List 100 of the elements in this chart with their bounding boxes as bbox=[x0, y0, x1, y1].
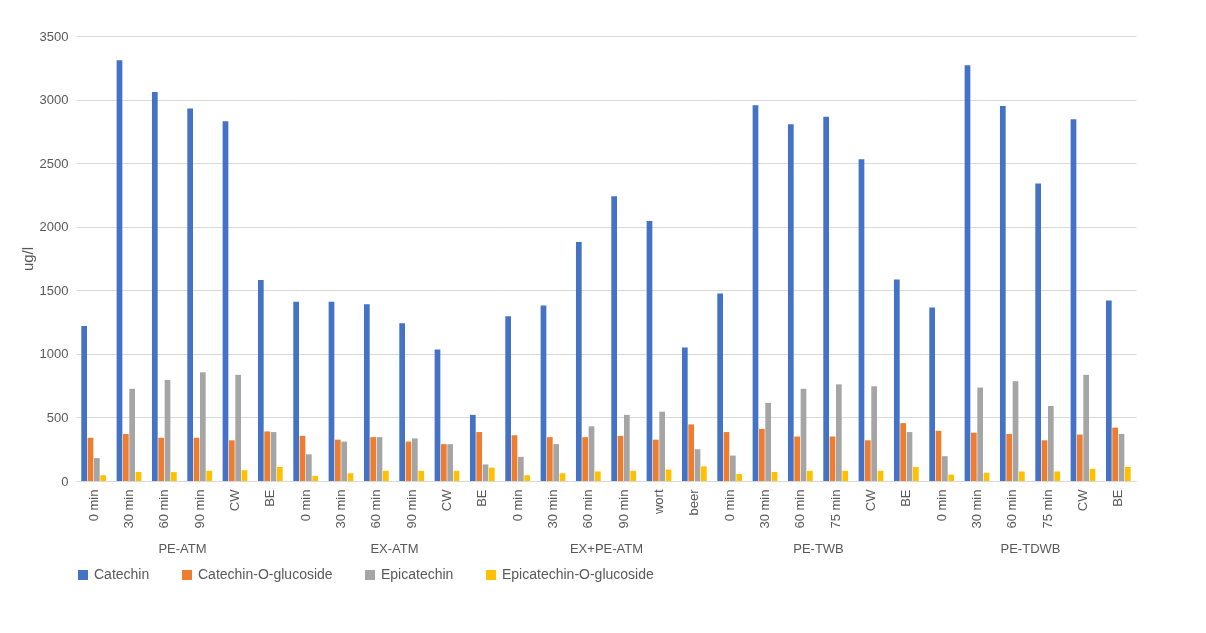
legend-label: Epicatechin-O-glucoside bbox=[502, 566, 654, 582]
bar bbox=[293, 301, 300, 481]
x-axis-title: PE-TDWB bbox=[1000, 540, 1061, 556]
bar bbox=[505, 316, 512, 481]
bar bbox=[652, 439, 659, 481]
x-tick-label: BE bbox=[262, 489, 278, 507]
bar bbox=[206, 470, 213, 481]
bar bbox=[1105, 300, 1112, 481]
x-tick-label: 30 min bbox=[121, 489, 136, 529]
bar bbox=[469, 414, 476, 481]
bar bbox=[264, 431, 271, 481]
y-tick-label: 0 bbox=[61, 473, 69, 489]
bar bbox=[1083, 374, 1090, 481]
bar bbox=[630, 470, 637, 481]
bar bbox=[447, 444, 454, 481]
bar bbox=[199, 372, 206, 481]
bar bbox=[717, 293, 724, 481]
bar bbox=[170, 472, 177, 481]
bar bbox=[929, 307, 936, 481]
bar bbox=[129, 388, 136, 481]
bar bbox=[575, 241, 582, 481]
x-tick-label: 60 min bbox=[1004, 489, 1020, 529]
bar bbox=[893, 279, 900, 481]
bar bbox=[305, 454, 312, 481]
x-tick-label: 90 min bbox=[191, 489, 207, 529]
bar bbox=[948, 474, 955, 481]
bar bbox=[517, 456, 524, 481]
x-tick-label: 0 min bbox=[85, 489, 101, 522]
bar bbox=[729, 455, 736, 481]
bar bbox=[941, 456, 948, 481]
bar bbox=[347, 473, 354, 481]
x-tick-label: 30 min bbox=[969, 489, 984, 529]
bar bbox=[594, 471, 601, 481]
bar bbox=[806, 470, 813, 481]
bar bbox=[235, 374, 242, 481]
bar bbox=[611, 196, 618, 481]
x-tick-label: BE bbox=[474, 489, 490, 507]
x-tick-label: 60 min bbox=[368, 489, 384, 529]
y-tick-label: 1000 bbox=[39, 346, 69, 362]
bar bbox=[158, 437, 165, 481]
bar bbox=[871, 386, 878, 481]
bar bbox=[970, 432, 977, 481]
bar bbox=[312, 475, 319, 481]
x-tick-label: 75 min bbox=[827, 489, 843, 529]
bar bbox=[842, 470, 849, 481]
bar bbox=[582, 437, 589, 481]
x-tick-label: BE bbox=[1110, 489, 1126, 507]
bar bbox=[488, 467, 495, 481]
bar bbox=[1006, 433, 1013, 481]
bar bbox=[476, 432, 483, 481]
x-tick-label: beer bbox=[686, 488, 702, 516]
x-tick-label: 0 min bbox=[297, 489, 313, 522]
legend-label: Catechin-O-glucoside bbox=[198, 566, 333, 582]
bar bbox=[623, 414, 630, 481]
bar bbox=[912, 467, 919, 481]
legend-label: Catechin bbox=[94, 566, 150, 582]
bar bbox=[122, 433, 129, 481]
x-axis-title: EX+PE-ATM bbox=[569, 540, 644, 556]
bar bbox=[553, 444, 560, 481]
bar bbox=[187, 108, 194, 481]
bar bbox=[411, 438, 418, 481]
bar bbox=[1124, 467, 1131, 481]
bar bbox=[81, 325, 88, 481]
x-tick-label: CW bbox=[863, 488, 878, 512]
x-tick-label: CW bbox=[439, 488, 454, 512]
bar bbox=[765, 402, 772, 481]
bar bbox=[257, 280, 264, 481]
bar bbox=[399, 323, 406, 481]
bar bbox=[835, 384, 842, 481]
bar bbox=[363, 304, 370, 481]
x-tick-label: 90 min bbox=[403, 489, 419, 529]
x-tick-label: 0 min bbox=[509, 489, 525, 522]
bar bbox=[823, 116, 830, 481]
bar bbox=[482, 464, 489, 481]
bar bbox=[370, 437, 377, 481]
x-tick-label: wort bbox=[651, 489, 666, 516]
bar bbox=[659, 411, 666, 481]
bar bbox=[700, 466, 707, 481]
bar bbox=[1112, 427, 1119, 481]
y-axis-title: ug/l bbox=[18, 246, 36, 272]
y-tick-label: 1500 bbox=[39, 282, 69, 298]
y-tick-label: 2000 bbox=[39, 219, 69, 235]
bar bbox=[228, 440, 235, 481]
bar bbox=[100, 475, 107, 481]
x-tick-label: 0 min bbox=[721, 489, 737, 522]
bar bbox=[758, 428, 765, 481]
x-axis-title: PE-TWB bbox=[793, 540, 844, 556]
bar bbox=[1054, 471, 1061, 481]
y-tick-label: 3000 bbox=[39, 92, 69, 108]
legend-label: Epicatechin bbox=[381, 566, 454, 582]
bar bbox=[681, 347, 688, 481]
bar bbox=[440, 444, 447, 481]
x-tick-label: 0 min bbox=[933, 489, 949, 522]
x-tick-label: 60 min bbox=[580, 489, 596, 529]
x-tick-label: 75 min bbox=[1039, 489, 1055, 529]
bar bbox=[418, 470, 425, 481]
bar bbox=[546, 437, 553, 481]
bar bbox=[900, 423, 907, 481]
x-axis-title: PE-ATM bbox=[158, 540, 207, 556]
bar bbox=[1035, 183, 1042, 481]
